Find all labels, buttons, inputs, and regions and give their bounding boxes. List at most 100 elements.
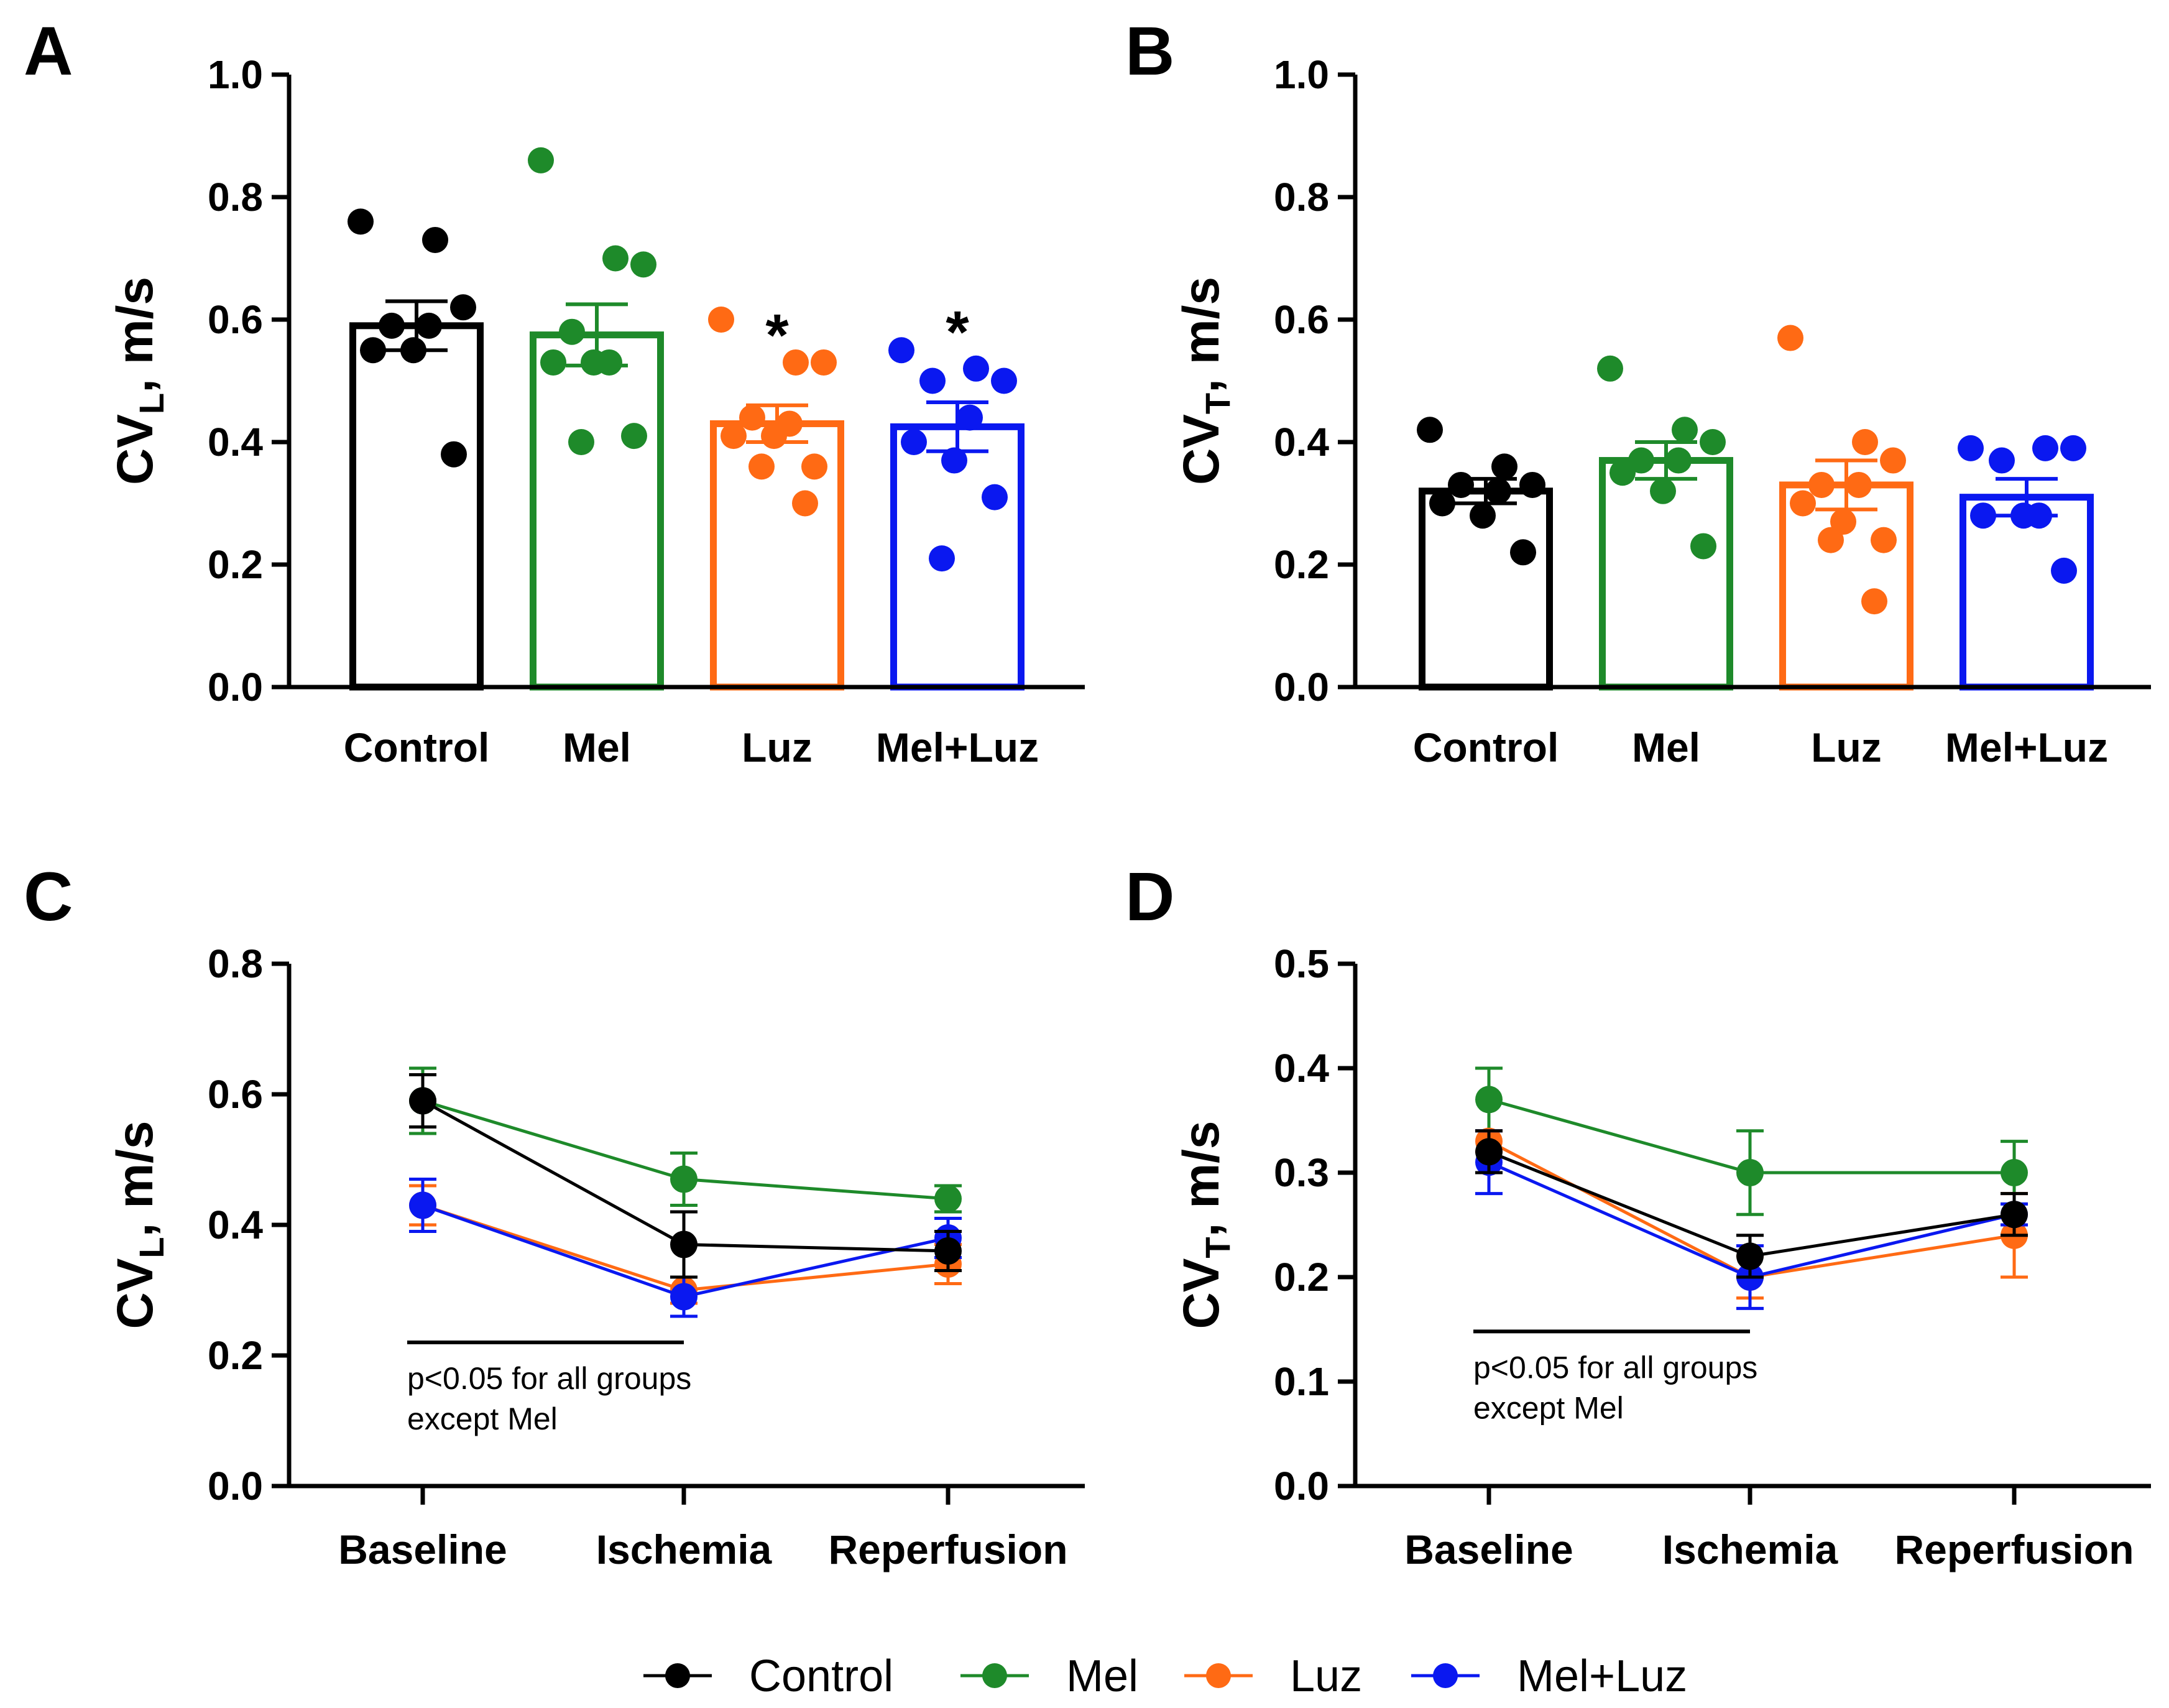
data-point [1470, 502, 1496, 529]
x-tick-label: Baseline [1404, 1526, 1573, 1572]
y-tick-label: 0.8 [208, 941, 263, 986]
x-tick-label: Reperfusion [1894, 1526, 2134, 1572]
data-point [602, 245, 629, 272]
x-tick-label: Reperfusion [828, 1526, 1067, 1572]
y-axis-title: CVT, m/s [1173, 277, 1237, 485]
panel-letter: D [1125, 859, 1174, 935]
data-point [1690, 533, 1716, 560]
data-point [934, 1237, 962, 1265]
x-tick-label: Mel [1632, 724, 1700, 770]
data-point [1665, 447, 1692, 474]
annotation-line-1: p<0.05 for all groups [1473, 1350, 1757, 1385]
x-tick-label: Mel [563, 724, 631, 770]
data-point [621, 423, 647, 450]
data-point [559, 318, 585, 345]
x-tick-label: Mel+Luz [876, 724, 1039, 770]
data-point [450, 294, 476, 321]
legend-item: Control [643, 1651, 893, 1701]
x-tick-label: Ischemia [1662, 1526, 1839, 1572]
data-point [540, 349, 566, 376]
data-point [2051, 557, 2077, 584]
data-point [1846, 471, 1872, 498]
data-point [982, 484, 1008, 510]
y-tick-label: 0.2 [1274, 542, 1329, 587]
data-point [1650, 478, 1676, 504]
data-point [1989, 447, 2015, 474]
data-point [801, 453, 827, 480]
data-point [2010, 502, 2037, 529]
data-point [748, 453, 775, 480]
data-point [1475, 1138, 1503, 1166]
annotation-line-1: p<0.05 for all groups [407, 1361, 691, 1396]
data-point [941, 447, 967, 474]
data-point [1736, 1242, 1764, 1270]
y-tick-label: 0.4 [1274, 1046, 1329, 1091]
data-point [721, 423, 747, 450]
data-point [670, 1283, 698, 1311]
y-tick-label: 0.8 [1274, 175, 1329, 219]
panel-B: B 0.0 0.2 0.4 0.6 0.8 1.0 Control Mel Luz Mel+Luz C… [1125, 13, 2151, 770]
y-tick-label: 0.2 [208, 1333, 263, 1378]
legend-swatch-marker [1206, 1663, 1231, 1688]
legend-label: Luz [1290, 1651, 1362, 1701]
data-point [1628, 447, 1654, 474]
panel-A: A * * 0.0 0.2 0.4 0.6 0.8 1.0 Control Mel Luz Mel+Lu… [24, 13, 1085, 770]
data-point [963, 355, 989, 382]
panel-D: Dp<0.05 for all groups except Mel 0.0 0.1 0.… [1125, 859, 2151, 1572]
data-point [1485, 478, 1511, 504]
data-point [1871, 527, 1897, 553]
y-tick-label: 0.0 [208, 665, 263, 709]
data-point [991, 367, 1017, 394]
data-point [934, 1185, 962, 1212]
legend-item: Mel [960, 1651, 1138, 1701]
y-tick-label: 0.2 [208, 542, 263, 587]
x-tick-label: Ischemia [596, 1526, 773, 1572]
data-point [919, 367, 946, 394]
data-point [441, 441, 467, 468]
legend-swatch-marker [1433, 1663, 1458, 1688]
panel-C: Cp<0.05 for all groups except Mel 0.0 0.2 0.… [24, 859, 1085, 1572]
significance-marker: * [946, 299, 969, 366]
y-tick-label: 1.0 [208, 52, 263, 97]
data-point [957, 404, 983, 431]
panel-letter: B [1125, 13, 1174, 90]
data-point [1475, 1086, 1503, 1114]
data-point [1609, 459, 1636, 486]
data-point [670, 1165, 698, 1193]
data-point [2032, 435, 2058, 461]
y-tick-label: 0.8 [208, 175, 263, 219]
data-point [1672, 417, 1698, 443]
annotation-line-2: except Mel [407, 1401, 558, 1436]
y-tick-label: 0.4 [208, 1203, 263, 1247]
legend-item: Luz [1184, 1651, 1362, 1701]
y-axis-title: CVL, m/s [107, 277, 171, 485]
data-point [528, 147, 554, 173]
data-point [400, 337, 426, 364]
y-tick-label: 0.3 [1274, 1150, 1329, 1195]
legend: Control Mel Luz Mel+Luz [643, 1651, 1687, 1701]
panel-letter: C [24, 859, 73, 935]
data-point [1700, 429, 1726, 455]
y-tick-label: 0.0 [1274, 1464, 1329, 1508]
legend-swatch-marker [982, 1663, 1007, 1688]
data-point [792, 490, 818, 517]
x-tick-label: Luz [742, 724, 813, 770]
data-point [783, 349, 809, 376]
legend-swatch-marker [665, 1663, 690, 1688]
y-tick-label: 0.6 [208, 1072, 263, 1117]
y-tick-label: 0.4 [208, 420, 263, 464]
legend-item: Mel+Luz [1411, 1651, 1687, 1701]
legend-label: Mel [1066, 1651, 1138, 1701]
data-point [581, 349, 607, 376]
legend-label: Mel+Luz [1517, 1651, 1687, 1701]
data-point [670, 1230, 698, 1258]
bar [530, 331, 664, 691]
y-tick-label: 0.4 [1274, 420, 1329, 464]
y-tick-label: 0.6 [1274, 297, 1329, 342]
legend-label: Control [749, 1651, 893, 1701]
annotation-line-2: except Mel [1473, 1390, 1624, 1425]
data-point [811, 349, 837, 376]
data-point [1736, 1159, 1764, 1186]
panel-letter: A [24, 13, 73, 90]
x-tick-label: Control [344, 724, 490, 770]
